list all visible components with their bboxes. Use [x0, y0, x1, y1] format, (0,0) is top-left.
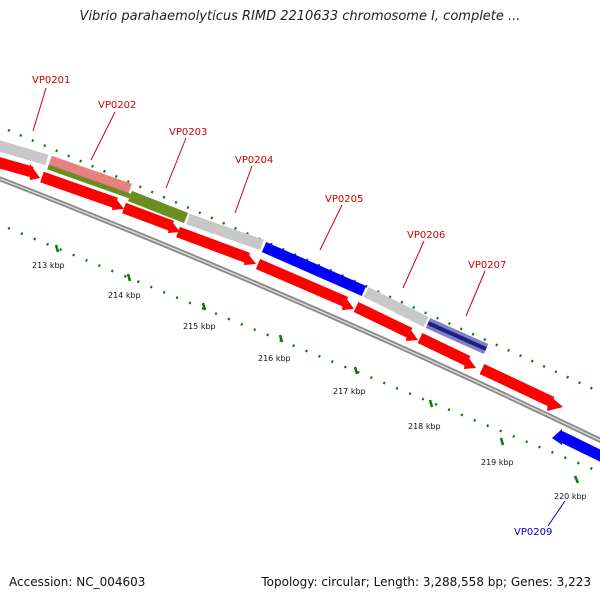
gene-blue-vp0209-head	[552, 429, 562, 445]
cds-arrowhead-8	[547, 395, 563, 411]
gene-leader-vp0201	[32, 87, 47, 132]
map-title: Vibrio parahaemolyticus RIMD 2210633 chr…	[79, 9, 521, 24]
scale-label-220: 220 kbp	[554, 492, 587, 501]
gene-leader-vp0209	[547, 500, 566, 527]
scale-major-tick	[573, 475, 580, 484]
cds-arrowhead-1	[30, 164, 40, 180]
scale-label-218: 218 kbp	[408, 422, 441, 431]
scale-major-tick	[428, 399, 434, 408]
scale-major-tick	[126, 273, 132, 282]
feature-block-blue	[261, 241, 367, 297]
scale-label-214: 214 kbp	[108, 291, 141, 300]
feature-block-gray-2	[186, 213, 264, 251]
scale-dot-row	[7, 226, 600, 474]
feature-block-gray-3	[363, 287, 429, 327]
scale-label-215: 215 kbp	[183, 322, 216, 331]
backbone-line	[0, 176, 600, 443]
cds-arrowhead-7	[464, 354, 476, 369]
cds-arrow-7	[417, 333, 471, 366]
cds-arrow-6	[353, 302, 413, 338]
scale-major-tick	[201, 302, 207, 311]
backbone-line-highlight	[0, 178, 600, 442]
gene-label-vp0202[interactable]: VP0202	[98, 100, 136, 111]
gene-label-vp0209[interactable]: VP0209	[514, 527, 552, 538]
gene-leader-vp0206	[402, 240, 425, 289]
feature-block-pink	[48, 155, 132, 195]
genome-summary-text: Topology: circular; Length: 3,288,558 bp…	[261, 575, 591, 589]
gene-label-vp0206[interactable]: VP0206	[407, 230, 445, 241]
scale-major-tick	[353, 366, 359, 375]
feature-block-gray-1	[0, 140, 49, 166]
scale-label-213: 213 kbp	[32, 261, 65, 270]
accession-text: Accession: NC_004603	[9, 575, 146, 589]
cds-arrowhead-3	[168, 219, 180, 233]
scale-label-219: 219 kbp	[481, 458, 514, 467]
scale-major-tick	[54, 244, 60, 253]
cds-arrowhead-2	[112, 196, 124, 210]
scale-major-tick	[278, 334, 284, 343]
cds-arrowhead-4	[244, 251, 256, 265]
cds-arrow-2	[40, 171, 118, 209]
gene-leader-vp0205	[319, 204, 343, 251]
cds-arrow-1	[0, 157, 34, 178]
cds-arrow-5	[255, 258, 349, 308]
feature-block-olive	[47, 164, 131, 199]
gene-blue-vp0209	[557, 431, 600, 462]
scale-label-216: 216 kbp	[258, 354, 291, 363]
feature-block-green	[127, 190, 189, 224]
gene-label-vp0204[interactable]: VP0204	[235, 155, 273, 166]
gene-leader-vp0203	[165, 137, 187, 189]
cds-arrow-8	[479, 364, 555, 407]
cds-arrowhead-6	[406, 326, 418, 341]
scale-label-217: 217 kbp	[333, 387, 366, 396]
gene-leader-vp0202	[90, 111, 116, 161]
cds-arrow-4	[176, 226, 250, 264]
cds-arrowhead-5	[342, 295, 354, 310]
gene-leader-vp0207	[465, 270, 486, 317]
gene-label-vp0201[interactable]: VP0201	[32, 75, 70, 86]
gene-label-vp0207[interactable]: VP0207	[468, 260, 506, 271]
gene-label-vp0203[interactable]: VP0203	[169, 127, 207, 138]
cds-arrow-3	[122, 202, 174, 232]
gene-label-vp0205[interactable]: VP0205	[325, 194, 363, 205]
gene-leader-vp0204	[234, 165, 253, 214]
scale-major-tick	[499, 437, 505, 446]
feature-block-navy-core	[427, 321, 487, 351]
